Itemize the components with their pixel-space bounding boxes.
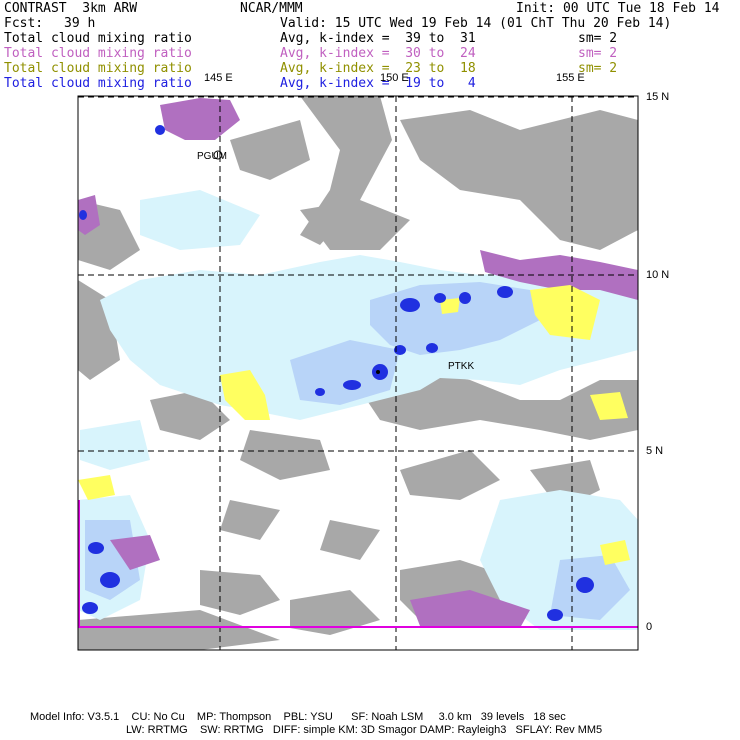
forecast-hour: 39 h	[64, 16, 96, 31]
blue-cloud-core-layer	[79, 125, 594, 621]
yellow-cloud-layer	[78, 285, 630, 565]
valid-time: Valid: 15 UTC Wed 19 Feb 14 (01 ChT Thu …	[280, 16, 672, 31]
station-pgum: PGUM	[197, 151, 227, 162]
legend-sm-2: sm= 2	[578, 46, 618, 61]
ptkk-marker	[376, 370, 380, 374]
legend-range-4: Avg, k-index = 19 to 4	[280, 76, 476, 91]
legend-field-2: Total cloud mixing ratio	[4, 46, 192, 61]
legend-field-1: Total cloud mixing ratio	[4, 31, 192, 46]
legend-field-3: Total cloud mixing ratio	[4, 61, 192, 76]
gray-cloud-layer	[78, 96, 638, 650]
station-ptkk: PTKK	[448, 361, 475, 372]
lon-label-155: 155 E	[556, 72, 585, 84]
legend-range-1: Avg, k-index = 39 to 31	[280, 31, 476, 46]
lon-label-145: 145 E	[204, 72, 233, 84]
lat-label-0: 0	[646, 621, 653, 633]
legend-range-2: Avg, k-index = 30 to 24	[280, 46, 476, 61]
lon-label-150: 150 E	[380, 72, 409, 84]
org-label: NCAR/MMM	[240, 1, 303, 16]
model-title: CONTRAST 3km ARW	[4, 1, 138, 16]
legend-range-3: Avg, k-index = 23 to 18	[280, 61, 476, 76]
forecast-label: Fcst:	[4, 16, 44, 31]
footer-physics-info: LW: RRTMG SW: RRTMG DIFF: simple KM: 3D …	[126, 724, 603, 736]
pgum-marker	[213, 150, 223, 160]
map-frame	[77, 95, 639, 651]
lat-lon-grid	[78, 96, 638, 650]
lat-label-5n: 5 N	[646, 445, 664, 457]
legend-sm-3: sm= 2	[578, 61, 618, 76]
legend-sm-1: sm= 2	[578, 31, 618, 46]
lat-label-10n: 10 N	[646, 269, 670, 281]
lat-label-15n: 15 N	[646, 91, 670, 103]
footer-model-info: Model Info: V3.5.1 CU: No Cu MP: Thompso…	[30, 711, 566, 723]
legend-field-4: Total cloud mixing ratio	[4, 76, 192, 91]
init-time: Init: 00 UTC Tue 18 Feb 14	[516, 1, 720, 16]
